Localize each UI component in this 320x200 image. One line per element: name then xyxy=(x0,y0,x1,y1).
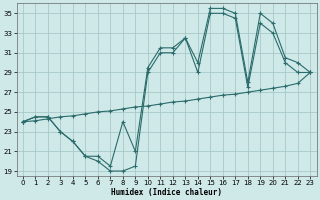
X-axis label: Humidex (Indice chaleur): Humidex (Indice chaleur) xyxy=(111,188,222,197)
